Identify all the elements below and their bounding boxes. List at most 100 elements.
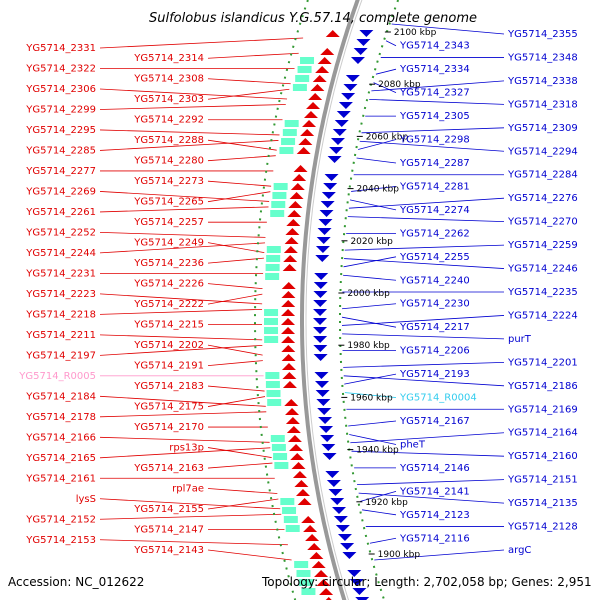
label-connector <box>99 447 271 459</box>
forward-gene-arrow <box>291 462 306 469</box>
kbp-tick-label: 1940 kbp <box>356 446 399 456</box>
cog-block <box>284 120 299 127</box>
label-connector <box>207 155 276 162</box>
gene-label: YG5714_2230 <box>399 299 470 310</box>
gene-label: YG5714_2343 <box>399 41 470 52</box>
forward-gene-arrow <box>292 174 307 181</box>
gene-label: YG5714_2223 <box>25 289 96 300</box>
label-connector <box>360 490 397 502</box>
label-connector <box>343 361 505 368</box>
forward-gene-arrow <box>317 57 332 64</box>
reverse-gene-arrow <box>331 507 346 514</box>
reverse-gene-arrow <box>353 48 368 55</box>
cog-block <box>270 210 285 217</box>
label-connector <box>207 385 265 392</box>
forward-gene-arrow <box>283 255 298 262</box>
label-connector <box>385 40 397 47</box>
forward-gene-arrow <box>285 228 300 235</box>
forward-gene-arrow <box>325 30 340 37</box>
forward-gene-arrow <box>282 381 297 388</box>
gene-label: YG5714_2314 <box>133 53 204 64</box>
label-connector <box>99 308 263 315</box>
label-connector <box>351 186 397 192</box>
gene-label: YG5714_2252 <box>25 227 96 238</box>
reverse-gene-arrow <box>333 516 348 523</box>
label-connector <box>348 420 397 427</box>
accession-text: Accession: NC_012622 <box>8 575 145 589</box>
label-connector <box>99 539 288 546</box>
cog-block <box>265 372 280 379</box>
reverse-gene-arrow <box>336 111 351 118</box>
kbp-tick-label: 2060 kbp <box>366 132 409 142</box>
label-connector <box>99 37 304 49</box>
cog-block <box>274 462 289 469</box>
label-connector <box>99 140 279 151</box>
forward-gene-arrow <box>303 111 318 118</box>
gene-label: YG5714_2269 <box>25 186 96 197</box>
cog-block <box>266 246 281 253</box>
label-connector <box>207 242 265 254</box>
reverse-gene-arrow <box>313 354 328 361</box>
label-connector <box>207 180 272 187</box>
reverse-gene-arrow <box>338 102 353 109</box>
label-connector <box>343 375 505 387</box>
label-connector <box>349 199 397 211</box>
cog-block <box>301 588 316 595</box>
gene-label: YG5714_2280 <box>133 156 204 167</box>
gene-label: YG5714_2186 <box>507 381 578 392</box>
forward-gene-arrow <box>281 354 296 361</box>
gene-label: YG5714_2201 <box>507 357 578 368</box>
label-connector <box>344 373 397 385</box>
label-connector <box>207 360 263 366</box>
cog-block <box>282 129 297 136</box>
label-connector <box>99 232 266 238</box>
reverse-gene-arrow <box>332 129 347 136</box>
label-connector <box>350 432 505 444</box>
feature-tracks <box>254 0 400 600</box>
gene-label: YG5714_2276 <box>507 193 578 204</box>
label-connector <box>99 206 269 213</box>
backbone-inner-arc <box>305 0 363 600</box>
forward-gene-arrow <box>325 597 332 600</box>
forward-gene-arrow <box>297 498 312 505</box>
gene-label: YG5714_2141 <box>399 486 470 497</box>
label-connector <box>358 492 505 504</box>
forward-gene-arrow <box>290 453 305 460</box>
reverse-gene-arrow <box>315 255 330 262</box>
label-connector <box>207 293 263 305</box>
cog-block <box>283 516 298 523</box>
label-connector <box>371 80 505 92</box>
label-connector <box>99 242 266 254</box>
gene-label: YG5714_2215 <box>133 320 204 331</box>
kbp-tick-label: 1900 kbp <box>378 550 421 560</box>
reverse-gene-arrow <box>317 228 332 235</box>
reverse-gene-arrow <box>343 84 358 91</box>
forward-gene-arrow <box>314 570 329 577</box>
label-connector <box>344 258 505 269</box>
label-connector <box>358 139 397 150</box>
forward-gene-arrow <box>282 372 297 379</box>
gene-label: YG5714_2244 <box>25 248 96 259</box>
forward-gene-arrow <box>281 309 296 316</box>
label-connector <box>348 197 505 209</box>
label-connector <box>374 549 505 561</box>
forward-gene-arrow <box>293 165 308 172</box>
forward-gene-arrow <box>294 480 309 487</box>
forward-gene-arrow <box>287 210 302 217</box>
gene-label: YG5714_2265 <box>133 197 204 208</box>
reverse-gene-arrow <box>341 93 356 100</box>
gene-label: lysS <box>76 494 96 505</box>
forward-gene-arrow <box>298 138 313 145</box>
label-connector <box>99 395 266 407</box>
genome-backbone <box>300 0 363 600</box>
forward-gene-arrow <box>281 291 296 298</box>
gene-label: YG5714_2309 <box>507 123 578 134</box>
gene-label: YG5714_2274 <box>399 205 470 216</box>
gene-label: YG5714_2164 <box>507 428 578 439</box>
reverse-gene-arrow <box>350 57 365 64</box>
reverse-gene-arrow <box>337 534 352 541</box>
gene-label: YG5714_2262 <box>399 228 470 239</box>
gene-label: YG5714_2284 <box>507 170 578 181</box>
gene-label: YG5714_2116 <box>399 533 470 544</box>
reverse-gene-arrow <box>355 597 370 600</box>
